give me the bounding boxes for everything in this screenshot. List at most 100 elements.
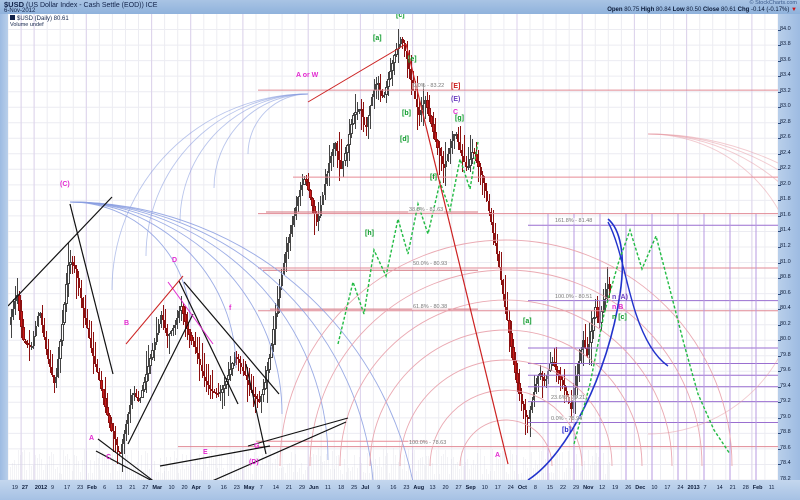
volume-bar (81, 460, 83, 480)
volume-bar (110, 472, 112, 480)
volume-bar (504, 452, 506, 480)
volume-bar (192, 466, 194, 480)
volume-bar (592, 455, 594, 480)
volume-bar (116, 470, 118, 480)
price-tick-mark (778, 355, 781, 357)
price-plot-area[interactable]: 0.0% - 83.22 38.8% - 81.63 50.0% - 80.93 61… (8, 14, 778, 480)
volume-bar (79, 472, 81, 480)
price-tick-mark (778, 169, 781, 171)
candle-body (51, 367, 54, 376)
price-tick-label: 83.2 (780, 87, 791, 94)
price-tick-mark (778, 433, 781, 435)
left-gutter (0, 14, 8, 480)
wave-label: n [c] (612, 314, 627, 321)
volume-bar (98, 458, 100, 480)
high-value: 80.84 (655, 6, 671, 13)
volume-bar (415, 471, 417, 480)
volume-bar (508, 473, 510, 480)
volume-bar (372, 472, 374, 480)
volume-bar (381, 467, 383, 480)
wave-label: n B (612, 304, 624, 311)
volume-bar (547, 453, 549, 480)
candle-body (401, 38, 404, 44)
volume-bar (370, 467, 372, 480)
volume-bar (260, 463, 262, 480)
price-tick-label: 80.8 (780, 274, 791, 281)
wave-label: [h] (365, 230, 374, 237)
date-tick-label: 21 (129, 485, 136, 491)
volume-bar (194, 459, 196, 480)
volume-bar (538, 449, 540, 480)
volume-bar (12, 463, 13, 480)
volume-bar (366, 453, 368, 480)
volume-bar (44, 464, 46, 480)
candle-body (331, 149, 335, 156)
date-tick-label: 6 (103, 485, 107, 491)
volume-bar (24, 449, 26, 480)
price-tick-label: 80.4 (780, 305, 791, 312)
volume-bar (223, 467, 225, 480)
close-value: 80.61 (720, 6, 736, 13)
volume-bar (483, 455, 485, 480)
volume-bar (608, 461, 610, 480)
candle-wick (207, 363, 209, 396)
volume-bar (387, 452, 389, 480)
volume-bar (118, 452, 120, 480)
candle-body (354, 111, 357, 115)
volume-bar (96, 450, 98, 480)
wave-label: (C) (60, 181, 70, 188)
volume-bar (481, 473, 483, 480)
price-tick-label: 79.6 (780, 367, 791, 374)
volume-bar (299, 467, 301, 480)
volume-bar (497, 459, 499, 480)
candle-body (319, 205, 322, 216)
price-tick-label: 78.2 (780, 476, 791, 482)
price-tick-label: 80.2 (780, 320, 791, 327)
volume-bar (157, 472, 159, 480)
volume-bar (573, 461, 575, 480)
volume-bar (174, 450, 175, 480)
volume-bar (459, 469, 460, 480)
volume-legend: Volume undef (10, 22, 44, 28)
volume-bar (594, 461, 596, 480)
volume-bar (172, 464, 173, 480)
price-tick-mark (778, 464, 781, 466)
price-tick-mark (778, 371, 781, 373)
volume-bar (530, 452, 532, 480)
candle-body (387, 79, 390, 88)
volume-bar (210, 451, 212, 480)
volume-bar (262, 453, 264, 480)
volume-bar (590, 465, 592, 480)
volume-bar (606, 463, 608, 480)
wave-label: [b] (402, 110, 411, 117)
price-tick-mark (778, 215, 781, 217)
date-tick-label: 25 (351, 485, 358, 491)
volume-bar (155, 472, 157, 480)
candle-wick (369, 104, 371, 130)
price-tick-mark (778, 247, 781, 248)
volume-bar (182, 453, 184, 480)
volume-bar (249, 463, 251, 480)
volume-bar (151, 464, 153, 480)
volume-bar (38, 454, 40, 480)
price-tick-label: 78.8 (780, 429, 791, 436)
price-tick-label: 82.6 (780, 134, 791, 141)
volume-bar (57, 466, 59, 480)
volume-bar (227, 454, 229, 480)
price-tick-mark (778, 153, 781, 155)
volume-bar (184, 468, 186, 480)
candle-body (547, 370, 550, 379)
wave-label: [d] (400, 136, 409, 143)
price-tick-mark (778, 386, 781, 388)
volume-bar (358, 456, 360, 480)
date-axis[interactable]: 19 27 2012 9 17 23 Feb 6 13 21 27 Mar 10 20 Apr 9 16 23 Ma… (0, 480, 800, 500)
volume-bar (346, 472, 348, 480)
volume-bar (469, 468, 471, 480)
volume-bar (348, 467, 350, 480)
date-tick-label: 2012 (34, 485, 48, 491)
wave-label: [c] (396, 14, 405, 19)
price-axis[interactable]: 84.0 83.8 83.6 83.4 83.2 83.0 82.8 82.6 82.4 82.2… (778, 14, 800, 482)
volume-bar (319, 455, 321, 480)
volume-bar (169, 457, 171, 480)
volume-bar (317, 448, 319, 480)
